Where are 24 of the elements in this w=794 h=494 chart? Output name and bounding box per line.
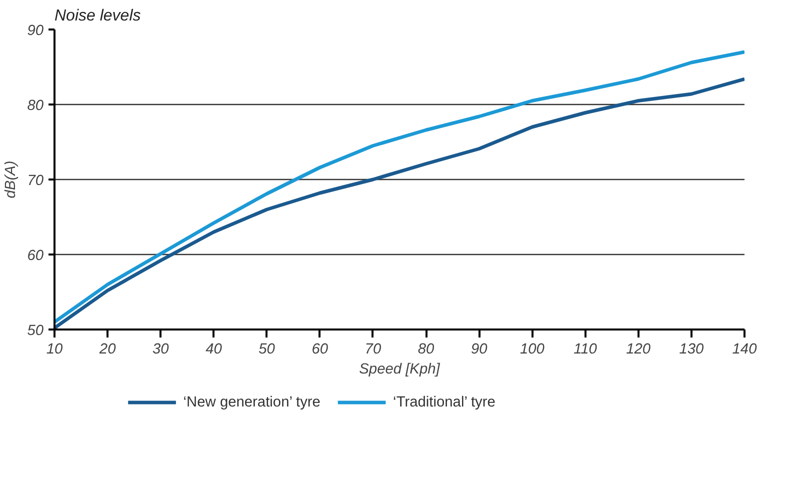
y-tick-label: 90 — [27, 23, 44, 39]
x-tick-label: 50 — [258, 342, 276, 358]
x-tick-label: 80 — [418, 342, 436, 358]
y-axis-title: dB(A) — [3, 160, 20, 198]
x-tick-label: 90 — [470, 342, 488, 358]
x-tick-label: 70 — [364, 342, 382, 358]
y-tick-label: 70 — [27, 173, 44, 189]
y-tick-label: 80 — [27, 98, 44, 114]
chart-title: Noise levels — [54, 8, 141, 24]
y-tick-label: 60 — [27, 248, 44, 264]
x-tick-label: 30 — [152, 342, 170, 358]
x-tick-label: 120 — [626, 342, 652, 358]
legend-label: ‘Traditional’ tyre — [393, 394, 496, 410]
x-tick-label: 10 — [46, 342, 64, 358]
x-tick-label: 40 — [206, 342, 223, 358]
x-tick-label: 100 — [520, 342, 546, 358]
x-tick-label: 110 — [574, 342, 598, 358]
x-tick-label: 60 — [312, 342, 329, 358]
legend-label: ‘New generation’ tyre — [183, 394, 320, 410]
x-tick-label: 140 — [732, 342, 758, 358]
y-tick-label: 50 — [27, 323, 44, 339]
x-tick-label: 130 — [679, 342, 704, 358]
x-axis-title: Speed [Kph] — [359, 362, 441, 378]
x-tick-label: 20 — [98, 342, 117, 358]
